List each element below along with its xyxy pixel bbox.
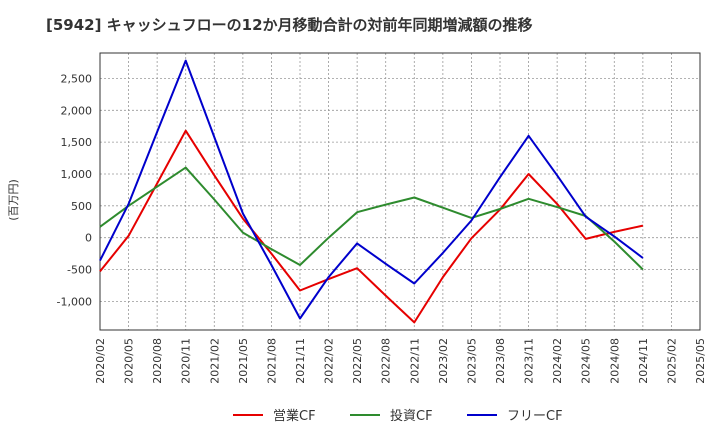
y-tick-label: -500 — [67, 264, 92, 277]
x-tick-label: 2020/08 — [151, 338, 164, 384]
legend-label-3: フリーCF — [507, 409, 563, 424]
y-tick-label: 2,000 — [61, 104, 93, 117]
y-tick-label: 2,500 — [61, 72, 93, 85]
x-tick-label: 2022/11 — [408, 338, 421, 384]
legend-label-1: 営業CF — [273, 408, 316, 424]
x-tick-label: 2025/05 — [694, 338, 707, 384]
x-tick-label: 2023/08 — [494, 338, 507, 384]
x-tick-label: 2020/05 — [123, 338, 136, 384]
y-tick-label: 1,500 — [61, 136, 93, 149]
x-tick-label: 2021/11 — [294, 338, 307, 384]
series-line-2 — [99, 166, 644, 271]
grid — [99, 53, 701, 330]
x-tick-label: 2023/05 — [465, 338, 478, 384]
plot-border — [99, 52, 701, 331]
x-tick-label: 2024/05 — [580, 338, 593, 384]
y-tick-label: 500 — [71, 200, 92, 213]
series-line-1 — [99, 129, 644, 324]
legend-label-2: 投資CF — [390, 408, 433, 424]
legend: 営業CF 投資CF フリーCF — [233, 408, 563, 424]
x-tick-label: 2022/02 — [323, 338, 336, 384]
x-tick-label: 2022/08 — [380, 338, 393, 384]
x-axis: 2020/02 2020/05 2020/08 2020/11 2021/02 2021/… — [94, 338, 707, 384]
x-tick-label: 2024/08 — [608, 338, 621, 384]
series-layer — [99, 59, 644, 324]
x-tick-label: 2021/08 — [265, 338, 278, 384]
x-tick-label: 2020/11 — [180, 338, 193, 384]
x-tick-label: 2024/11 — [637, 338, 650, 384]
chart-title: [5942] キャッシュフローの12か月移動合計の対前年同期増減額の推移 — [46, 16, 533, 34]
series-line-3 — [99, 59, 644, 320]
y-tick-label: 0 — [85, 232, 92, 245]
x-tick-label: 2025/02 — [665, 338, 678, 384]
y-tick-label: -1,000 — [57, 295, 92, 308]
x-tick-label: 2021/02 — [208, 338, 221, 384]
y-tick-label: 1,000 — [61, 168, 93, 181]
y-axis: -1,000 -500 0 500 1,000 1,500 2,000 2,500 — [57, 72, 92, 308]
x-tick-label: 2022/05 — [351, 338, 364, 384]
x-tick-label: 2023/02 — [437, 338, 450, 384]
x-tick-label: 2024/02 — [551, 338, 564, 384]
y-axis-label: (百万円) — [7, 179, 20, 221]
x-tick-label: 2021/05 — [237, 338, 250, 384]
x-tick-label: 2023/11 — [523, 338, 536, 384]
x-tick-label: 2020/02 — [94, 338, 107, 384]
